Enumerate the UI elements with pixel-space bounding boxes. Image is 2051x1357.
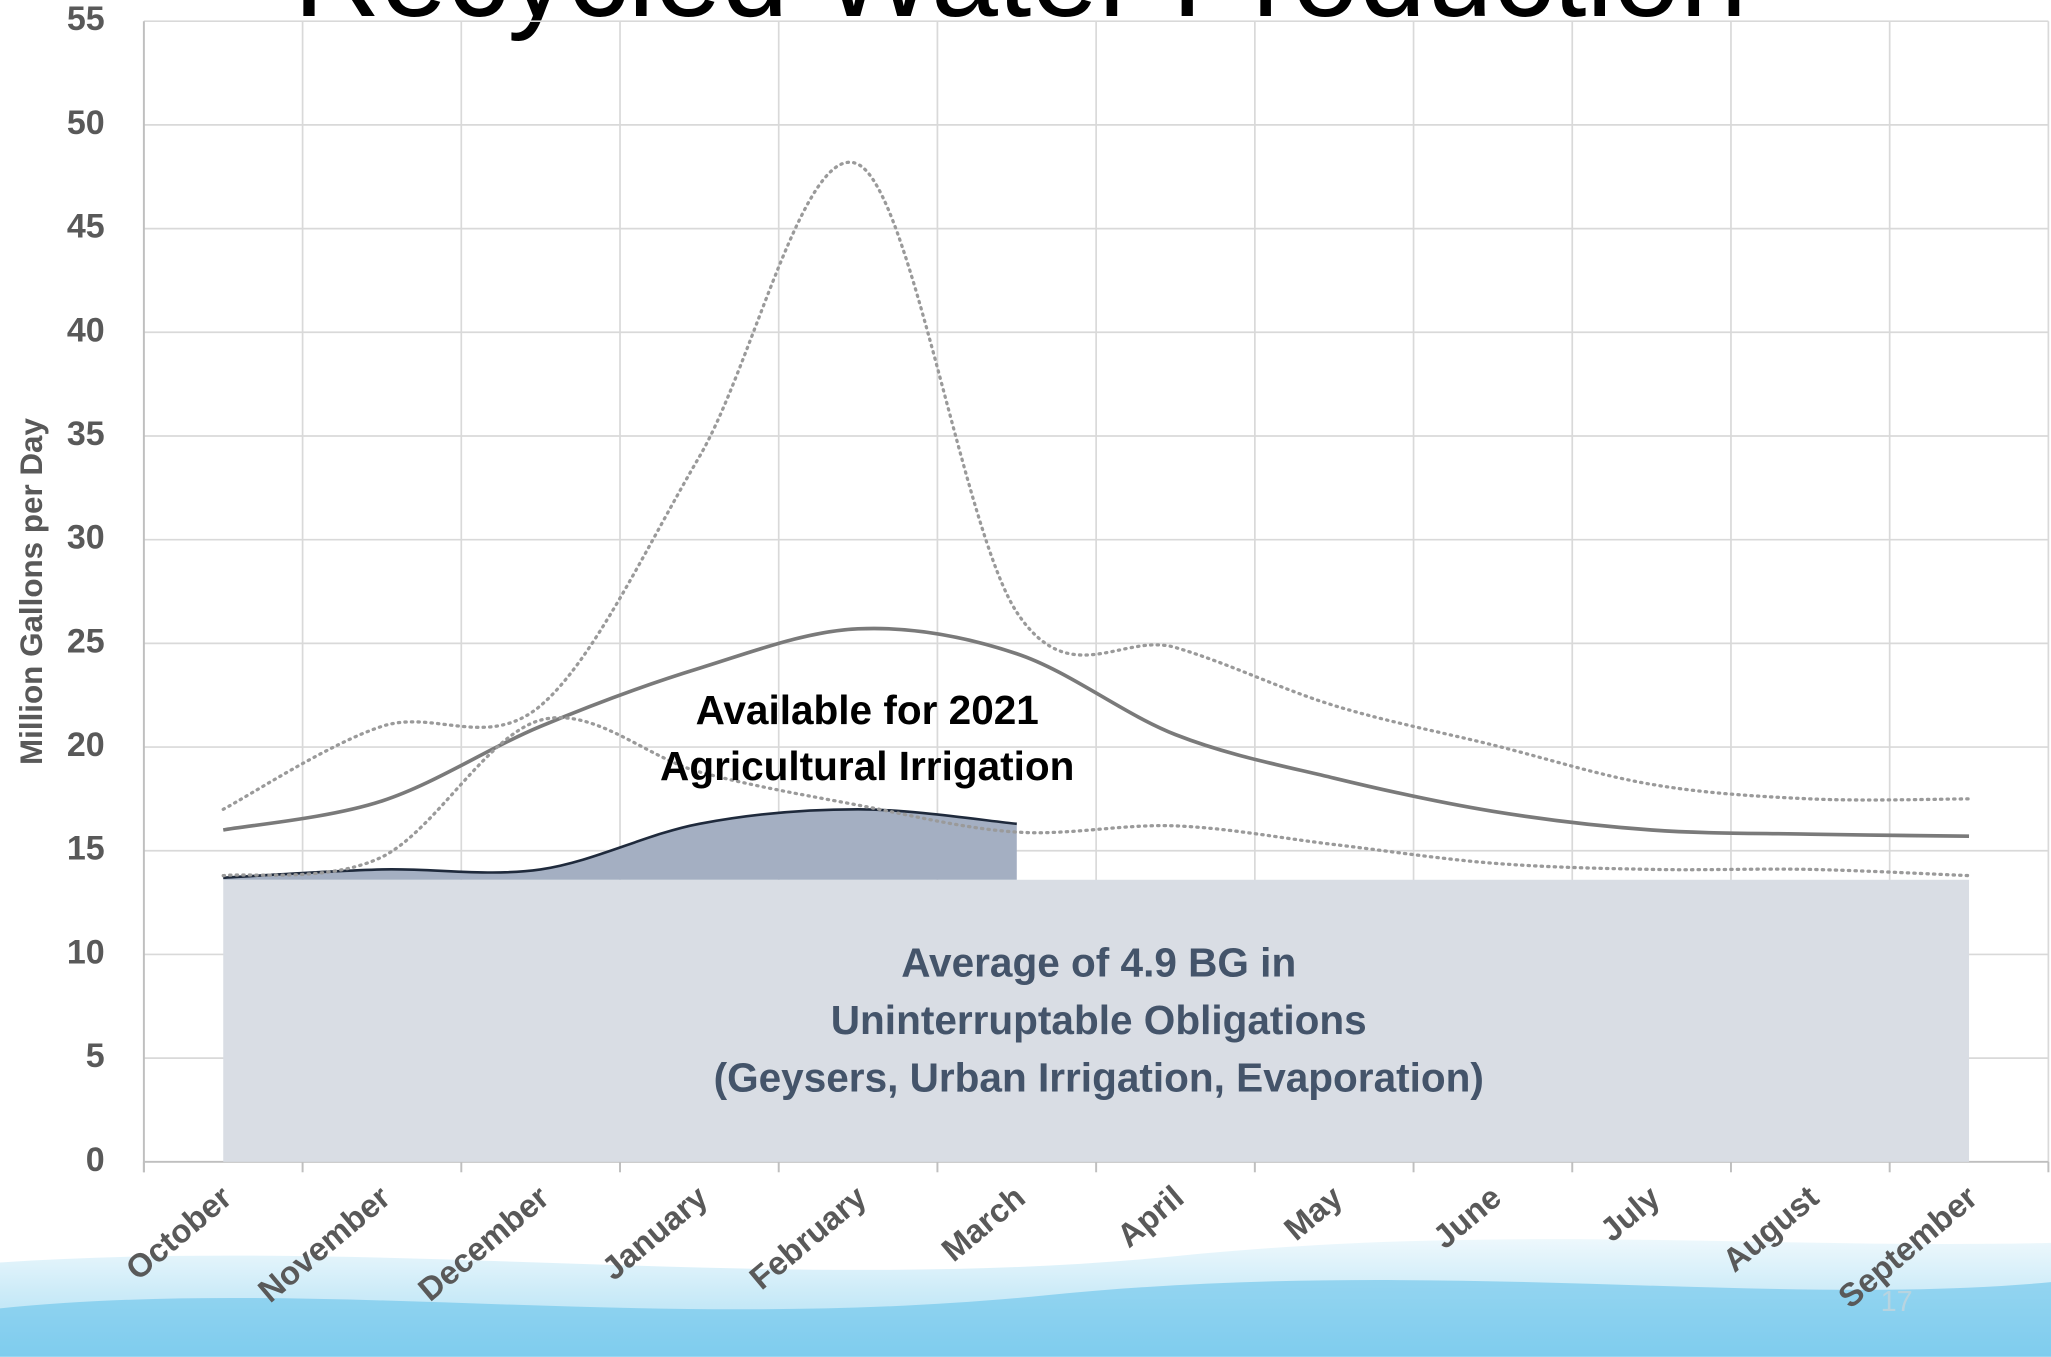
- y-tick-label: 0: [86, 1141, 105, 1179]
- y-tick-label: 30: [67, 519, 105, 557]
- page-number: 17: [1881, 1286, 1913, 1318]
- y-tick-label: 15: [67, 830, 105, 868]
- x-tick-label: April: [1110, 1178, 1191, 1254]
- x-tick-label: May: [1277, 1178, 1349, 1247]
- chart: Recycled Water Production Million Gallon…: [0, 0, 2051, 1357]
- page: {"chart_data": { "type": "line", "title"…: [0, 0, 2051, 1357]
- y-tick-label: 45: [67, 208, 105, 246]
- y-tick-label: 35: [67, 415, 105, 453]
- x-tick-label: July: [1593, 1178, 1667, 1248]
- x-tick-label: March: [934, 1178, 1032, 1268]
- y-tick-label: 55: [67, 0, 105, 38]
- annotation: Average of 4.9 BG in: [901, 939, 1296, 985]
- y-tick-label: 25: [67, 622, 105, 660]
- annotation: Agricultural Irrigation: [660, 743, 1074, 789]
- y-axis-label: Million Gallons per Day: [14, 418, 49, 765]
- y-tick-label: 5: [86, 1037, 105, 1075]
- y-tick-label: 20: [67, 726, 105, 764]
- annotation: Available for 2021: [696, 687, 1039, 733]
- y-tick-label: 10: [67, 933, 105, 971]
- y-tick-label: 50: [67, 104, 105, 142]
- y-tick-label: 40: [67, 311, 105, 349]
- annotation: Uninterruptable Obligations: [831, 997, 1367, 1043]
- annotation: (Geysers, Urban Irrigation, Evaporation): [714, 1054, 1484, 1100]
